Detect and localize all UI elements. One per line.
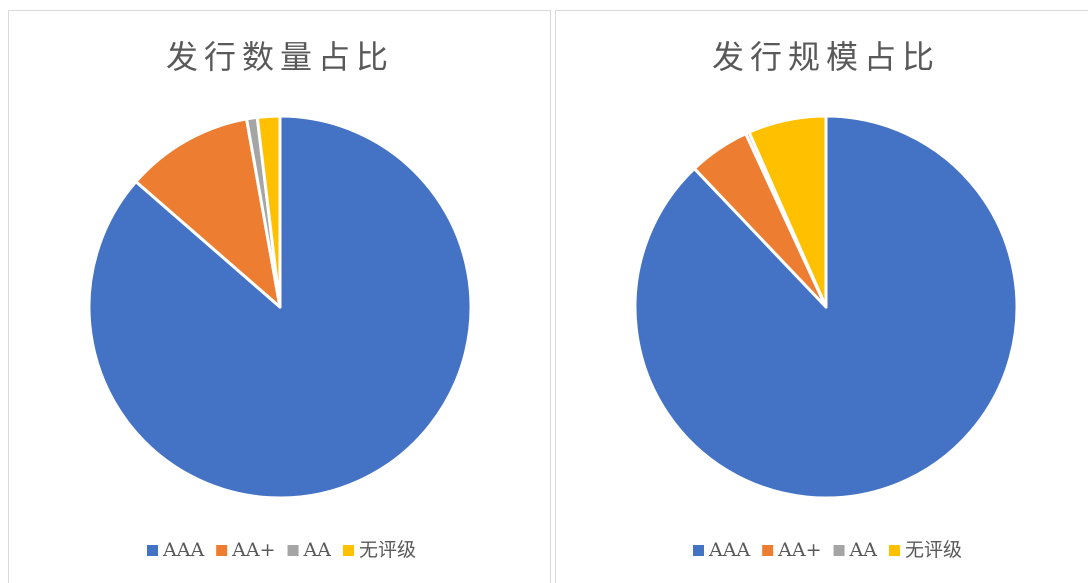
pie-slice: [134, 117, 282, 309]
chart-title: 发行数量占比: [166, 38, 394, 76]
legend-swatch: [833, 545, 845, 556]
legend-label: 无评级: [905, 539, 962, 561]
legend-swatch: [147, 545, 158, 556]
legend-label: AA+: [231, 539, 275, 561]
pie-slice: [255, 114, 282, 309]
legend-swatch: [762, 545, 774, 556]
legend-swatch: [287, 545, 299, 556]
legend-swatch: [889, 545, 900, 556]
legend-swatch: [693, 545, 704, 556]
legend-swatch: [216, 545, 228, 556]
legend-label: AAA: [708, 539, 750, 561]
legend-label: AA: [849, 539, 878, 561]
legend-swatch: [343, 545, 354, 556]
legend-label: AA: [303, 539, 332, 561]
chart-title: 发行规模占比: [712, 38, 940, 76]
legend-label: AAA: [162, 539, 204, 561]
pie-slice: [747, 114, 828, 309]
legend-label: 无评级: [359, 539, 416, 561]
legend-label: AA+: [777, 539, 821, 561]
pie-slice: [87, 114, 473, 500]
